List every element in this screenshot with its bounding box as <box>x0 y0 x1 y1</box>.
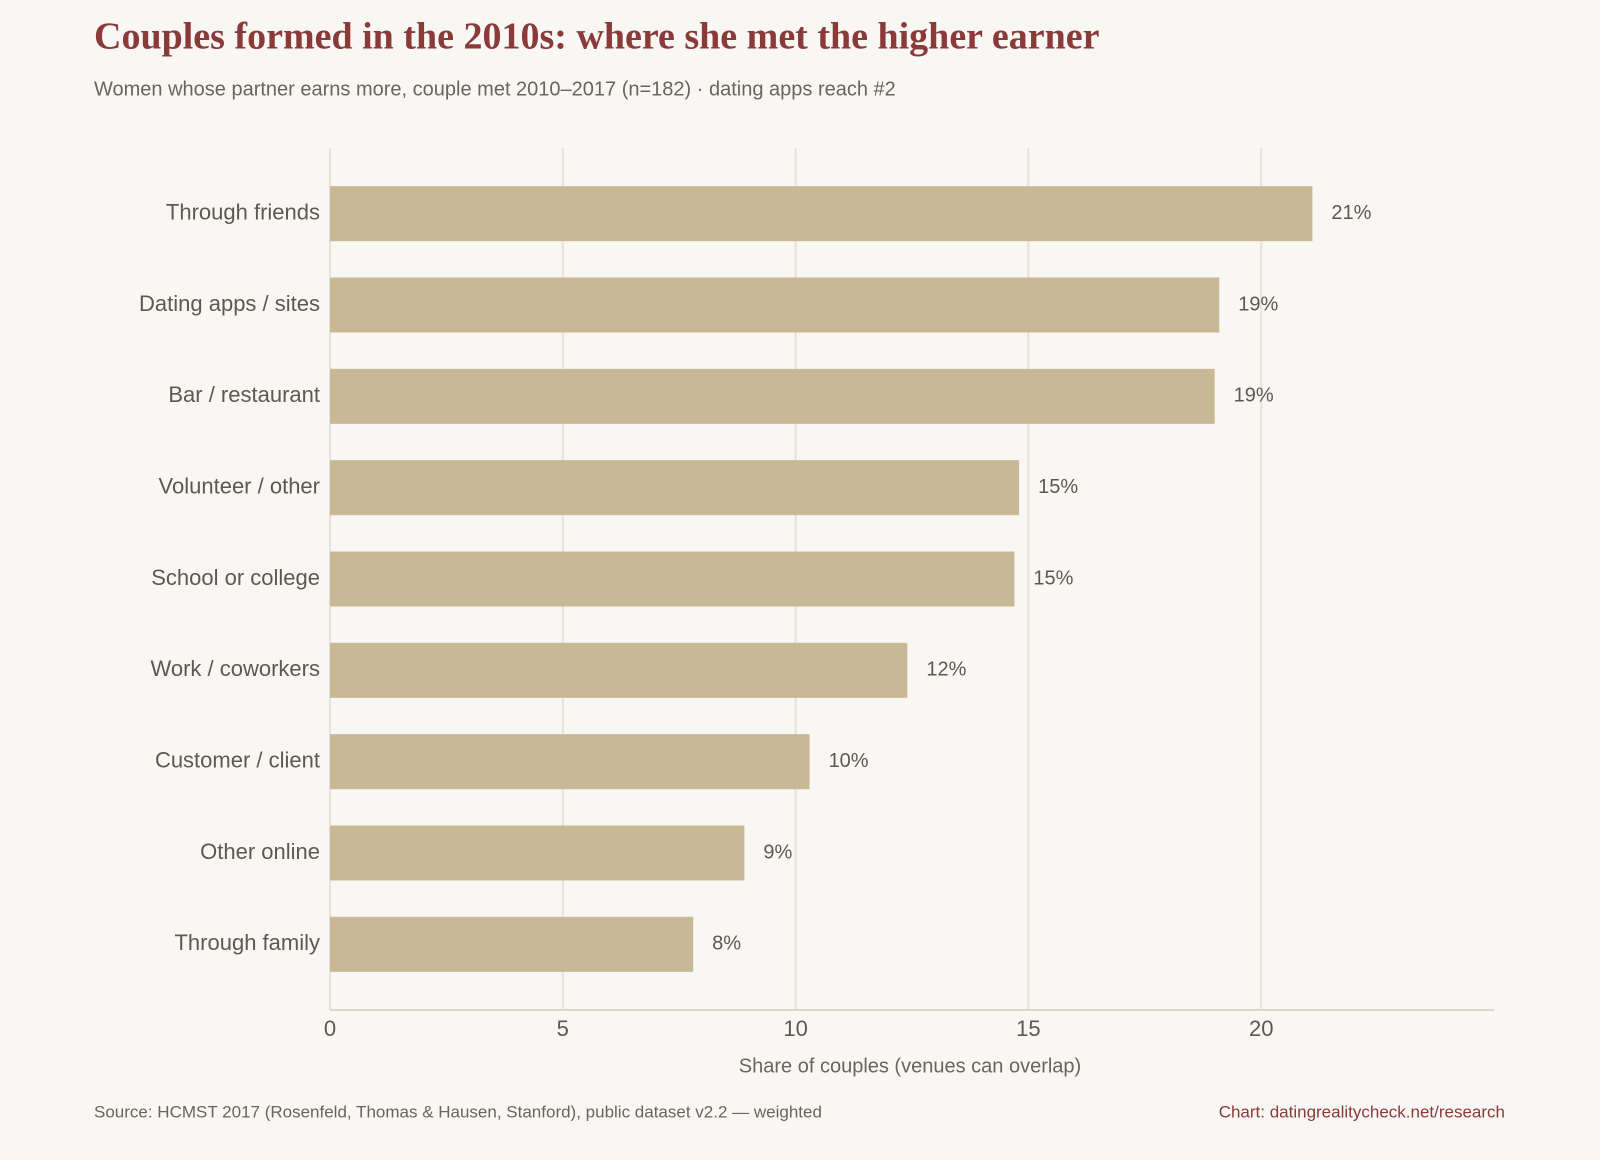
source-note: Source: HCMST 2017 (Rosenfeld, Thomas & … <box>94 1102 822 1121</box>
x-tick-label: 15 <box>1016 1016 1040 1041</box>
chart-subtitle: Women whose partner earns more, couple m… <box>94 78 896 100</box>
x-tick-label: 10 <box>783 1016 807 1041</box>
bar <box>330 551 1015 607</box>
bar <box>330 642 908 698</box>
x-axis-label: Share of couples (venues can overlap) <box>739 1055 1081 1077</box>
value-label: 8% <box>712 933 741 955</box>
y-tick-label: Volunteer / other <box>159 473 320 498</box>
value-label: 15% <box>1038 476 1078 498</box>
value-label: 12% <box>926 659 966 681</box>
y-tick-label: Bar / restaurant <box>168 382 320 407</box>
x-tick-label: 5 <box>557 1016 569 1041</box>
bar <box>330 277 1220 333</box>
bar <box>330 825 745 881</box>
y-tick-label: Through family <box>174 930 320 955</box>
y-tick-label: Dating apps / sites <box>139 291 320 316</box>
value-label: 15% <box>1033 567 1073 589</box>
value-label: 21% <box>1331 202 1371 224</box>
x-tick-label: 20 <box>1249 1016 1273 1041</box>
bar <box>330 368 1215 424</box>
y-tick-label: Through friends <box>166 199 320 224</box>
bar <box>330 186 1313 242</box>
y-tick-label: Other online <box>200 839 320 864</box>
value-label: 19% <box>1238 293 1278 315</box>
y-tick-label: School or college <box>151 565 320 590</box>
bar <box>330 734 810 790</box>
y-tick-label: Customer / client <box>155 747 320 772</box>
bar <box>330 460 1020 516</box>
x-tick-label: 0 <box>324 1016 336 1041</box>
value-label: 19% <box>1234 385 1274 407</box>
bar <box>330 916 694 972</box>
value-label: 10% <box>829 750 869 772</box>
value-label: 9% <box>763 841 792 863</box>
chart-title: Couples formed in the 2010s: where she m… <box>94 16 1100 58</box>
chart-credit: Chart: datingrealitycheck.net/research <box>1219 1102 1505 1121</box>
y-tick-label: Work / coworkers <box>150 656 320 681</box>
